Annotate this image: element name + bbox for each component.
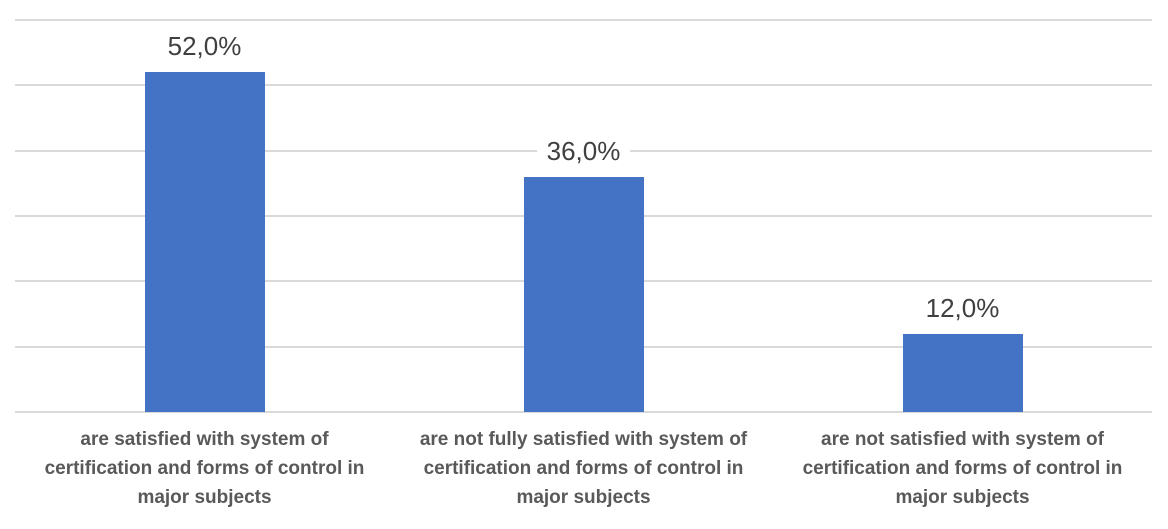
category-label-line: certification and forms of control in [802,458,1123,479]
bar [523,176,644,412]
category-label-line: major subjects [516,487,651,508]
bar [144,72,265,412]
category-label-line: major subjects [895,487,1030,508]
gridline [15,84,1152,87]
category-label-line: are not satisfied with system of [821,429,1104,450]
gridline [15,411,1152,413]
value-label: 12,0% [915,291,1010,324]
value-label: 36,0% [536,134,631,167]
category-label-line: are not fully satisfied with system of [419,429,748,450]
category-label-line: certification and forms of control in [44,458,365,479]
gridline [15,19,1152,21]
category-label: are not fully satisfied with system of ce… [394,425,773,512]
category-label-line: are satisfied with system of [80,429,329,450]
value-label: 52,0% [157,30,252,63]
category-label: are not satisfied with system of certific… [773,425,1152,512]
bar [902,333,1023,412]
category-label-line: major subjects [137,487,272,508]
category-label-line: certification and forms of control in [423,458,744,479]
category-label: are satisfied with system of certificatio… [15,425,394,512]
